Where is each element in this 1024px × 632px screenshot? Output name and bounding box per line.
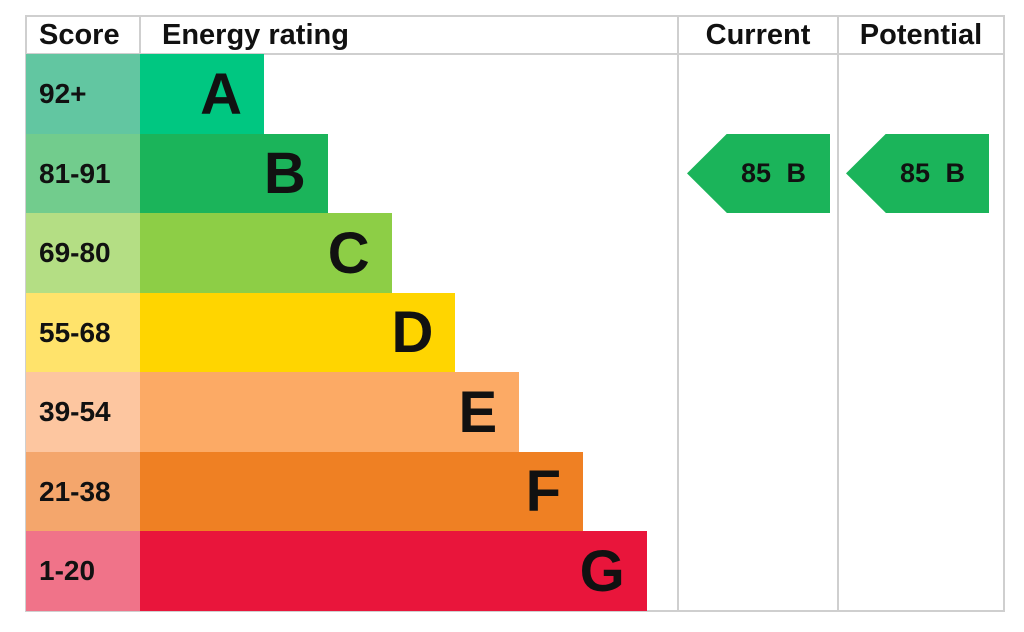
rating-bar-d: D [140,292,456,373]
rating-bar-b: B [140,133,328,214]
score-range-f: 21-38 [26,451,140,532]
header-potential: Potential [859,19,983,51]
score-range-c: 69-80 [26,213,140,294]
rating-bar-a: A [140,54,264,135]
score-divider [139,15,141,55]
score-range-g: 1-20 [26,531,140,612]
rating-bar-g: G [140,531,647,612]
potential-rating-arrow: 85 B [846,133,989,214]
score-range-a: 92+ [26,54,140,135]
current-divider [677,15,679,612]
header-energy-rating: Energy rating [162,19,349,51]
header-divider [26,53,1004,55]
rating-bar-f: F [140,451,583,532]
score-range-d: 55-68 [26,292,140,373]
potential-divider [837,15,839,612]
rating-bar-c: C [140,213,392,294]
score-range-e: 39-54 [26,372,140,453]
border-right [1003,15,1005,612]
header-current: Current [705,19,811,51]
header-score: Score [39,19,120,51]
current-rating-arrow: 85 B [687,133,830,214]
border-top [26,15,1004,17]
rating-bar-e: E [140,372,520,453]
score-range-b: 81-91 [26,133,140,214]
